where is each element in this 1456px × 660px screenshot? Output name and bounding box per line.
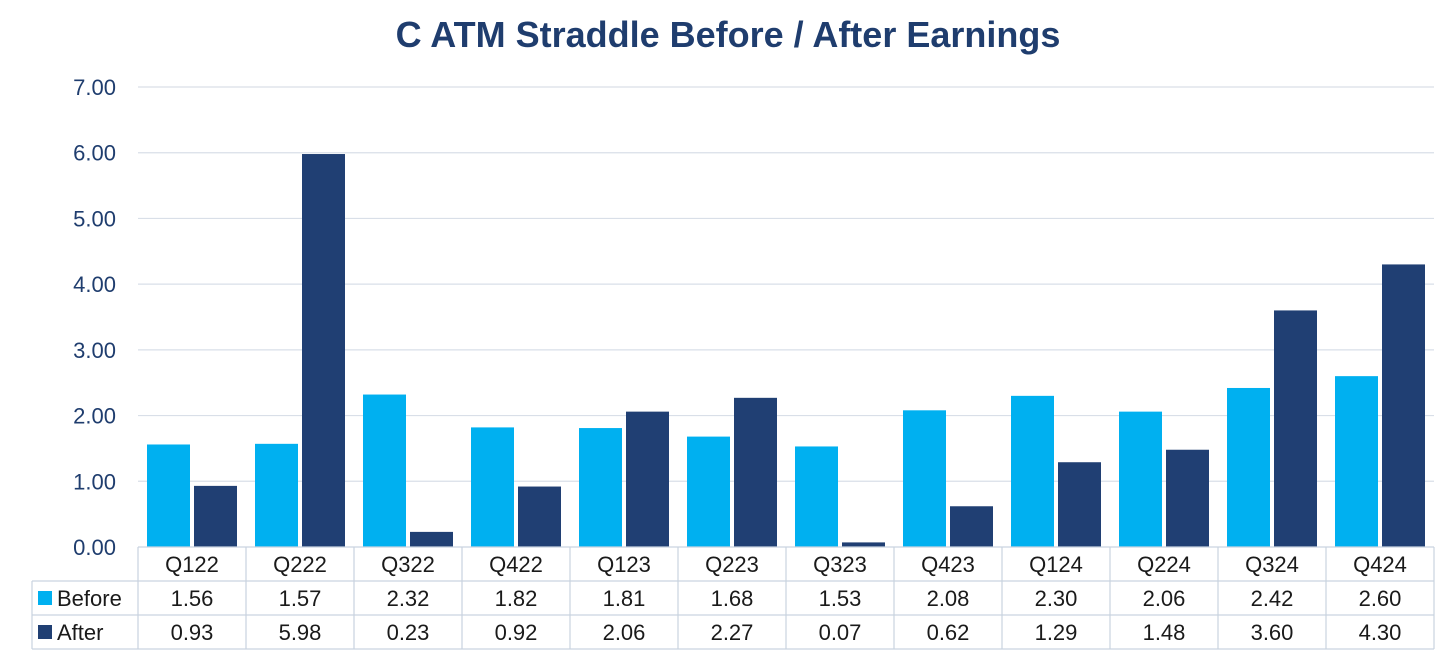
x-tick-label: Q123 [597,552,651,577]
x-tick-label: Q423 [921,552,975,577]
data-label-after: 0.23 [387,620,430,645]
data-label-after: 0.93 [171,620,214,645]
bar-before-q424 [1335,376,1378,547]
data-label-before: 1.68 [711,586,754,611]
x-tick-label: Q322 [381,552,435,577]
data-label-after: 1.48 [1143,620,1186,645]
data-label-after: 0.62 [927,620,970,645]
legend-key-after [38,625,52,639]
data-label-before: 1.53 [819,586,862,611]
bars [147,154,1425,547]
bar-before-q223 [687,436,730,547]
y-axis: 0.00 1.00 2.00 3.00 4.00 5.00 6.00 7.00 [73,75,116,560]
data-label-before: 2.08 [927,586,970,611]
legend-label-before: Before [57,586,122,611]
y-tick-label: 1.00 [73,469,116,494]
data-label-before: 2.42 [1251,586,1294,611]
data-label-before: 1.81 [603,586,646,611]
bar-after-q123 [626,411,669,547]
bar-after-q323 [842,542,885,547]
x-tick-label: Q324 [1245,552,1299,577]
data-label-before: 1.57 [279,586,322,611]
x-tick-label: Q424 [1353,552,1407,577]
x-tick-label: Q122 [165,552,219,577]
bar-before-q423 [903,410,946,547]
bar-before-q222 [255,443,298,547]
x-tick-label: Q223 [705,552,759,577]
bar-after-q122 [194,485,237,547]
x-tick-label: Q224 [1137,552,1191,577]
bar-after-q424 [1382,264,1425,547]
bar-before-q422 [471,427,514,547]
data-label-after: 3.60 [1251,620,1294,645]
x-tick-label: Q323 [813,552,867,577]
legend-label-after: After [57,620,103,645]
data-label-after: 5.98 [279,620,322,645]
bar-after-q223 [734,397,777,547]
data-label-before: 2.60 [1359,586,1402,611]
legend-key-before [38,591,52,605]
data-label-after: 4.30 [1359,620,1402,645]
data-label-before: 1.56 [171,586,214,611]
bar-before-q224 [1119,411,1162,547]
y-tick-label: 6.00 [73,141,116,166]
bar-after-q322 [410,531,453,547]
bar-after-q222 [302,154,345,547]
data-label-before: 2.32 [387,586,430,611]
bar-before-q323 [795,446,838,547]
data-label-after: 2.06 [603,620,646,645]
y-tick-label: 2.00 [73,404,116,429]
data-label-after: 1.29 [1035,620,1078,645]
data-label-before: 2.30 [1035,586,1078,611]
data-label-after: 2.27 [711,620,754,645]
y-tick-label: 0.00 [73,535,116,560]
x-tick-label: Q124 [1029,552,1083,577]
chart-title: C ATM Straddle Before / After Earnings [395,14,1061,55]
data-table: Q122 Q222 Q322 Q422 Q123 Q223 Q323 Q423 Q124 Q224… [31,546,1435,650]
bar-after-q224 [1166,449,1209,547]
x-tick-label: Q222 [273,552,327,577]
data-label-after: 0.92 [495,620,538,645]
y-tick-label: 3.00 [73,338,116,363]
bar-after-q124 [1058,462,1101,547]
bar-after-q422 [518,486,561,547]
bar-before-q322 [363,394,406,547]
bar-before-q324 [1227,387,1270,547]
bar-before-q122 [147,444,190,547]
y-tick-label: 5.00 [73,206,116,231]
bar-after-q324 [1274,310,1317,547]
data-label-after: 0.07 [819,620,862,645]
bar-before-q124 [1011,395,1054,547]
y-tick-label: 7.00 [73,75,116,100]
x-tick-label: Q422 [489,552,543,577]
gridlines [138,86,1434,482]
y-tick-label: 4.00 [73,272,116,297]
bar-before-q123 [579,428,622,547]
data-label-before: 2.06 [1143,586,1186,611]
bar-after-q423 [950,506,993,547]
data-label-before: 1.82 [495,586,538,611]
